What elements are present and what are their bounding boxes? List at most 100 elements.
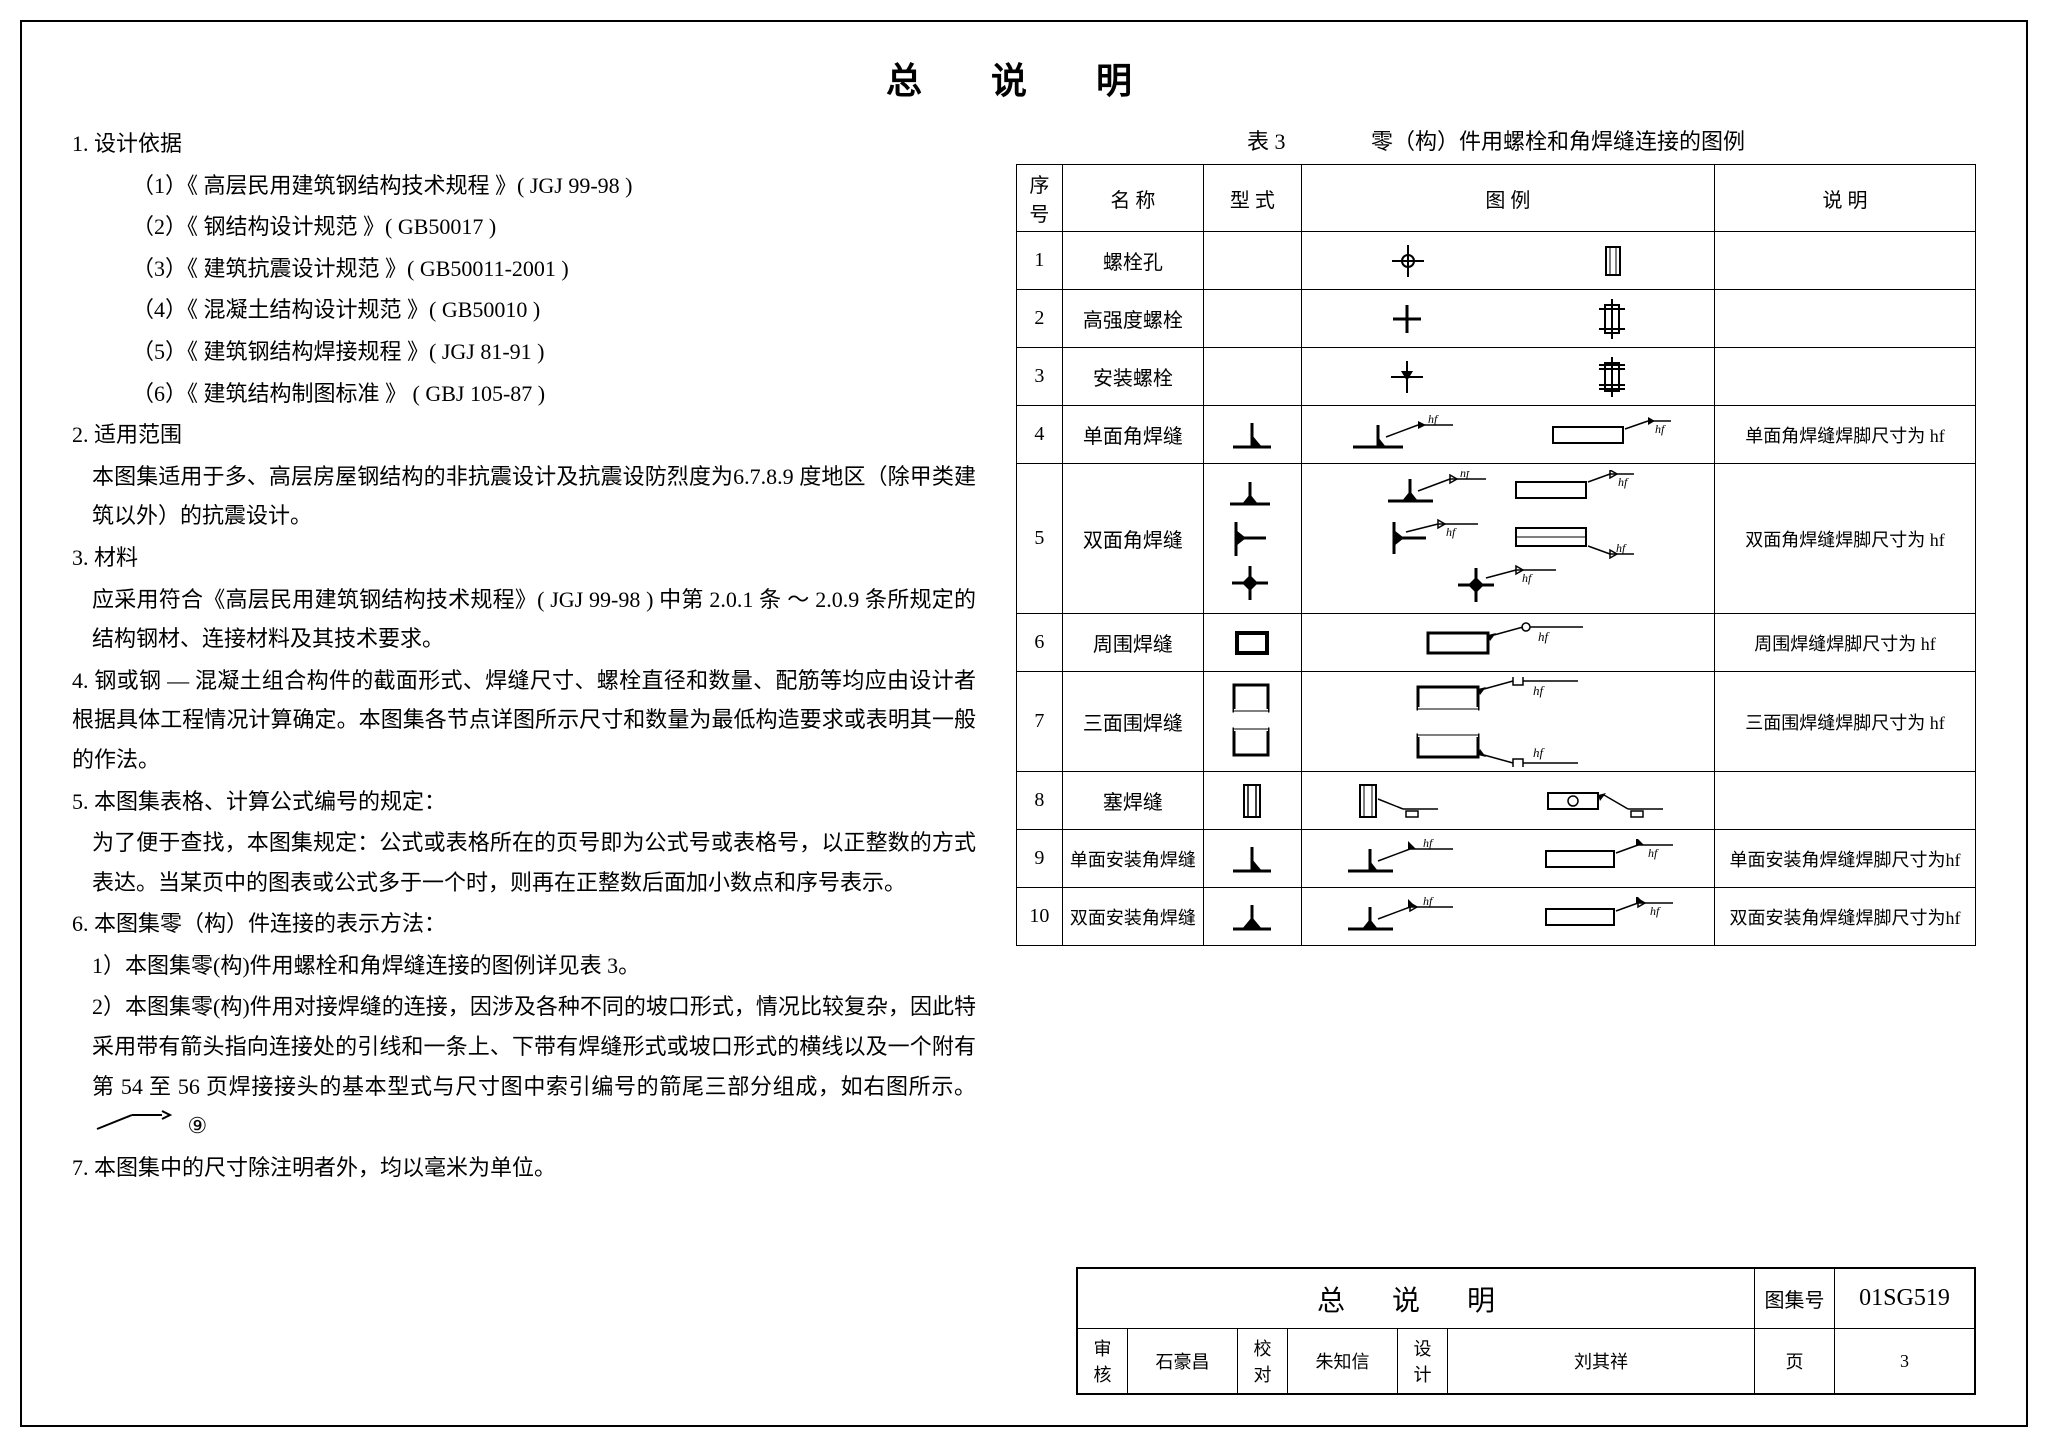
content: 1. 设计依据 （1）《 高层民用建筑钢结构技术规程 》( JGJ 99-98 … xyxy=(72,124,1976,1189)
section-4-body: 钢或钢 — 混凝土组合构件的截面形式、焊缝尺寸、螺栓直径和数量、配筋等均应由设计… xyxy=(72,668,976,772)
single-field-ex1-icon: hf xyxy=(1338,839,1468,879)
row-type-symbol xyxy=(1204,290,1302,348)
row-name: 螺栓孔 xyxy=(1062,232,1203,290)
row-type-symbol xyxy=(1204,232,1302,290)
bolt-hole-elev-icon xyxy=(1598,241,1628,281)
single-field-fillet-icon xyxy=(1227,839,1277,879)
row-desc xyxy=(1715,290,1976,348)
reference-marker: ⑨ xyxy=(188,1113,208,1138)
th-desc: 说 明 xyxy=(1715,165,1976,232)
section-4: 4. 钢或钢 — 混凝土组合构件的截面形式、焊缝尺寸、螺栓直径和数量、配筋等均应… xyxy=(72,661,976,780)
th-type: 型 式 xyxy=(1204,165,1302,232)
ref-5: （5）《 建筑钢结构焊接规程 》( JGJ 81-91 ) xyxy=(72,332,976,372)
section-5-heading: 5. 本图集表格、计算公式编号的规定： xyxy=(72,782,976,822)
install-bolt-elev-icon xyxy=(1595,357,1629,397)
row-example xyxy=(1301,290,1714,348)
row-type-symbol xyxy=(1204,406,1302,464)
all-around-section-icon xyxy=(1227,623,1277,663)
dbl-fillet-ex4-icon: hf xyxy=(1508,516,1638,560)
th-name: 名 称 xyxy=(1062,165,1203,232)
row-seq: 4 xyxy=(1017,406,1063,464)
section-3-body: 应采用符合《高层民用建筑钢结构技术规程》( JGJ 99-98 ) 中第 2.0… xyxy=(72,580,976,659)
hs-bolt-plan-icon xyxy=(1387,299,1427,339)
row-seq: 6 xyxy=(1017,614,1063,672)
row-example xyxy=(1301,348,1714,406)
ref-4: （4）《 混凝土结构设计规范 》( GB50010 ) xyxy=(72,290,976,330)
row-example: hf hf hf hf hf xyxy=(1301,464,1714,614)
row-seq: 3 xyxy=(1017,348,1063,406)
svg-text:hf: hf xyxy=(1522,571,1533,585)
all-around-ex-icon: hf xyxy=(1408,621,1608,665)
row-example: hf hf xyxy=(1301,406,1714,464)
right-column: 表 3 零（构）件用螺栓和角焊缝连接的图例 序号 名 称 型 式 图 例 说 明… xyxy=(1016,124,1976,1189)
arrow-reference-icon xyxy=(92,1106,182,1146)
single-fillet-ex2-icon: hf xyxy=(1543,415,1673,455)
row-type-symbol xyxy=(1204,772,1302,830)
ref-3: （3）《 建筑抗震设计规范 》( GB50011-2001 ) xyxy=(72,249,976,289)
section-4-heading: 4. xyxy=(72,668,89,693)
left-column: 1. 设计依据 （1）《 高层民用建筑钢结构技术规程 》( JGJ 99-98 … xyxy=(72,124,976,1189)
svg-text:hf: hf xyxy=(1616,541,1627,555)
row-name: 安装螺栓 xyxy=(1062,348,1203,406)
svg-text:hf: hf xyxy=(1446,525,1457,539)
row-example: hf hf xyxy=(1301,830,1714,888)
dbl-fillet-ex3-icon: hf xyxy=(1378,516,1498,560)
row-example xyxy=(1301,772,1714,830)
three-side-ex1-icon: hf xyxy=(1398,677,1618,719)
section-6-heading: 6. 本图集零（构）件连接的表示方法： xyxy=(72,904,976,944)
section-2-body: 本图集适用于多、高层房屋钢结构的非抗震设计及抗震设防烈度为6.7.8.9 度地区… xyxy=(72,457,976,536)
svg-text:hf: hf xyxy=(1533,683,1546,698)
double-field-fillet-icon xyxy=(1227,897,1277,937)
row-type-symbol xyxy=(1204,888,1302,946)
row-desc xyxy=(1715,772,1976,830)
svg-text:hf: hf xyxy=(1655,422,1666,436)
tb-check-person: 朱知信 xyxy=(1288,1329,1398,1394)
row-desc: 单面安装角焊缝焊脚尺寸为hf xyxy=(1715,830,1976,888)
section-7-body: 本图集中的尺寸除注明者外，均以毫米为单位。 xyxy=(94,1155,556,1180)
double-field-ex1-icon: hf xyxy=(1338,897,1468,937)
plug-weld-section-icon xyxy=(1235,779,1269,823)
tb-check-label: 校对 xyxy=(1238,1329,1288,1394)
page: 总 说 明 1. 设计依据 （1）《 高层民用建筑钢结构技术规程 》( JGJ … xyxy=(20,20,2028,1427)
bolt-hole-plan-icon xyxy=(1388,241,1428,281)
double-fillet-section-icon xyxy=(1222,474,1282,604)
row-seq: 8 xyxy=(1017,772,1063,830)
row-seq: 5 xyxy=(1017,464,1063,614)
tb-design-label: 设计 xyxy=(1398,1329,1448,1394)
row-seq: 9 xyxy=(1017,830,1063,888)
section-3-heading: 3. 材料 xyxy=(72,538,976,578)
row-desc: 双面安装角焊缝焊脚尺寸为hf xyxy=(1715,888,1976,946)
svg-text:hf: hf xyxy=(1538,629,1551,644)
three-side-section-icon xyxy=(1222,677,1282,767)
single-fillet-section-icon xyxy=(1227,415,1277,455)
th-example: 图 例 xyxy=(1301,165,1714,232)
row-desc: 周围焊缝焊脚尺寸为 hf xyxy=(1715,614,1976,672)
tb-atlas-no: 01SG519 xyxy=(1835,1269,1975,1329)
row-name: 高强度螺栓 xyxy=(1062,290,1203,348)
row-name: 双面安装角焊缝 xyxy=(1062,888,1203,946)
row-name: 单面角焊缝 xyxy=(1062,406,1203,464)
row-desc: 单面角焊缝焊脚尺寸为 hf xyxy=(1715,406,1976,464)
tb-atlas-label: 图集号 xyxy=(1755,1269,1835,1329)
svg-text:hf: hf xyxy=(1650,904,1661,918)
table-caption: 表 3 零（构）件用螺栓和角焊缝连接的图例 xyxy=(1016,124,1976,156)
row-example: hf hf xyxy=(1301,672,1714,772)
section-2-heading: 2. 适用范围 xyxy=(72,415,976,455)
row-name: 单面安装角焊缝 xyxy=(1062,830,1203,888)
tb-audit-label: 审核 xyxy=(1078,1329,1128,1394)
ref-6: （6）《 建筑结构制图标准 》 ( GBJ 105-87 ) xyxy=(72,374,976,414)
table-label: 表 3 xyxy=(1247,129,1286,154)
table-title: 零（构）件用螺栓和角焊缝连接的图例 xyxy=(1371,129,1745,154)
legend-table: 序号 名 称 型 式 图 例 说 明 1 螺栓孔 xyxy=(1016,164,1976,946)
row-type-symbol xyxy=(1204,830,1302,888)
section-7-heading: 7. xyxy=(72,1155,89,1180)
section-6-item2: 2）本图集零(构)件用对接焊缝的连接，因涉及各种不同的坡口形式，情况比较复杂，因… xyxy=(72,987,976,1145)
hs-bolt-elev-icon xyxy=(1595,299,1629,339)
dbl-fillet-ex1-icon: hf xyxy=(1378,471,1498,511)
row-seq: 7 xyxy=(1017,672,1063,772)
row-name: 周围焊缝 xyxy=(1062,614,1203,672)
dbl-fillet-ex5-icon: hf xyxy=(1448,564,1568,608)
plug-weld-ex2-icon xyxy=(1538,779,1668,823)
row-desc: 三面围焊缝焊脚尺寸为 hf xyxy=(1715,672,1976,772)
row-example: hf xyxy=(1301,614,1714,672)
